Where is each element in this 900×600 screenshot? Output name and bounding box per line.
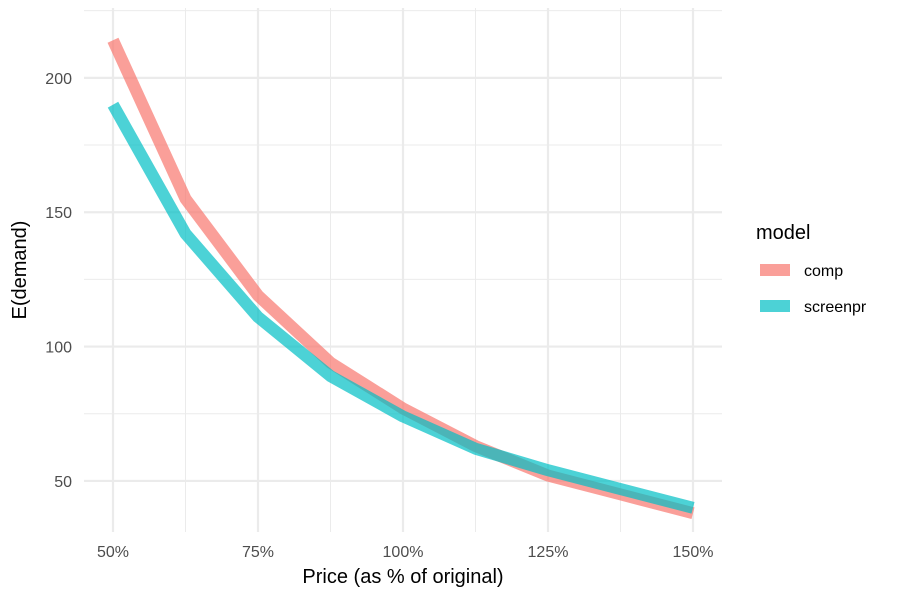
- series-lines: [107, 37, 695, 519]
- y-axis-title: E(demand): [9, 221, 31, 320]
- y-tick-label: 50: [54, 474, 72, 491]
- legend-label-screenpr: screenpr: [804, 299, 867, 316]
- legend-title: model: [756, 222, 810, 244]
- x-axis-title: Price (as % of original): [302, 566, 503, 588]
- x-tick-label: 50%: [97, 544, 129, 561]
- grid: [84, 8, 722, 532]
- x-axis-ticks: 50% 75% 100% 125% 150%: [97, 544, 713, 561]
- legend-swatch-screenpr: [760, 300, 790, 312]
- legend: model comp screenpr: [756, 222, 867, 316]
- legend-swatch-comp: [760, 264, 790, 276]
- y-axis-ticks: 50 100 150 200: [45, 71, 72, 491]
- series-line-screenpr: [107, 101, 695, 514]
- x-tick-label: 100%: [383, 544, 424, 561]
- x-tick-label: 150%: [673, 544, 714, 561]
- legend-label-comp: comp: [804, 263, 843, 280]
- y-tick-label: 150: [45, 205, 72, 222]
- x-tick-label: 75%: [242, 544, 274, 561]
- y-tick-label: 200: [45, 71, 72, 88]
- y-tick-label: 100: [45, 340, 72, 357]
- x-tick-label: 125%: [528, 544, 569, 561]
